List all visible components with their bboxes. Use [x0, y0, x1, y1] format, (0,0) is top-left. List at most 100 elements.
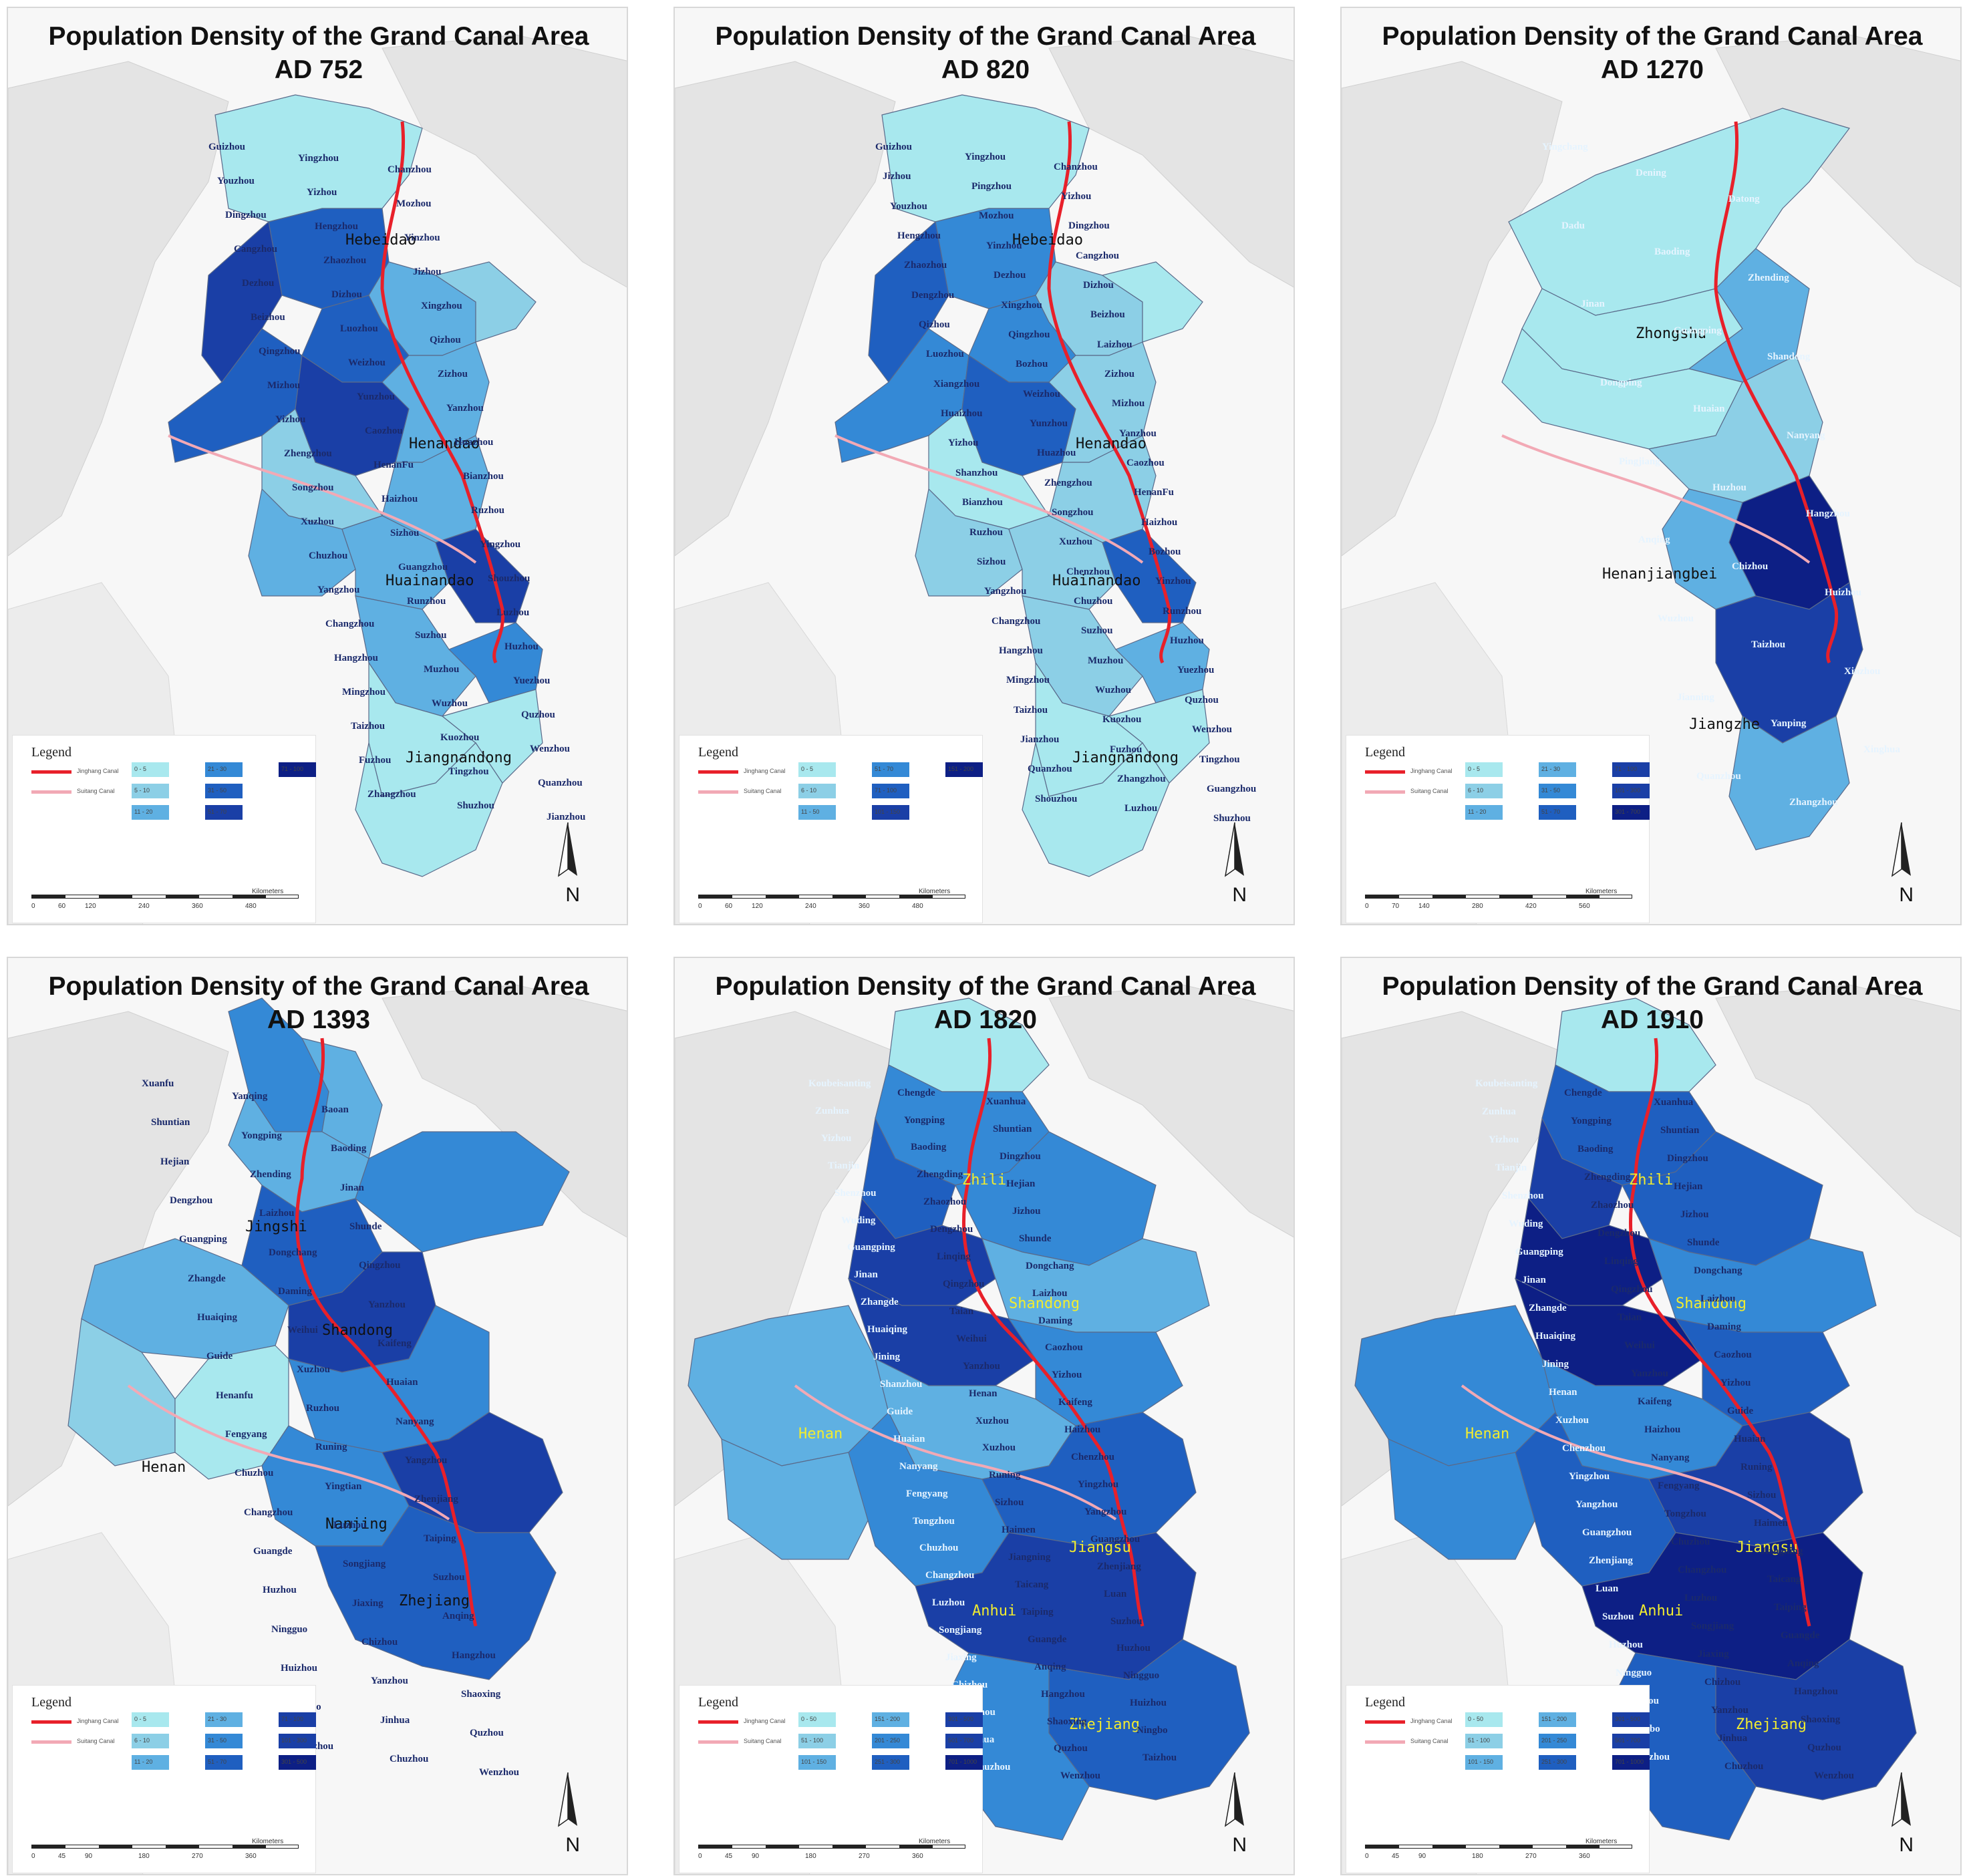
place-label: Shenzhou: [834, 1187, 877, 1199]
legend-class-label: 251 - 300: [875, 1758, 901, 1765]
place-label: Shandong: [1767, 351, 1811, 362]
place-label: Fengyang: [906, 1488, 948, 1499]
place-label: Shouzhou: [1035, 793, 1078, 804]
place-label: Huizhou: [1130, 1698, 1167, 1709]
place-label: Hejian: [1674, 1181, 1703, 1192]
map-panel-2: Population Density of the Grand Canal Ar…: [1340, 7, 1962, 925]
basemap-land: [1048, 34, 1294, 288]
province-label: Nanjing: [325, 1516, 388, 1533]
place-label: Zhengding: [917, 1169, 963, 1181]
place-label: Yangzhou: [405, 1454, 448, 1466]
province-label: Hebeidao: [1012, 232, 1083, 249]
scale-tick-label: 180: [138, 1853, 150, 1860]
map-year: AD 1270: [1601, 55, 1704, 84]
province-label: Jiangnandong: [1072, 750, 1179, 766]
place-label: Cangzhou: [234, 244, 278, 255]
place-label: Wuding: [841, 1215, 876, 1226]
place-label: Qizhou: [919, 319, 950, 331]
place-label: Taiping: [424, 1533, 456, 1544]
place-label: Yizhou: [275, 414, 306, 425]
province-label: Anhui: [972, 1603, 1017, 1619]
place-label: Henan: [969, 1388, 998, 1399]
place-label: Shunde: [1687, 1237, 1720, 1248]
place-label: Yingzhou: [1078, 1479, 1119, 1490]
legend-swatch: [945, 1712, 983, 1727]
province-label: Henan: [798, 1426, 843, 1442]
basemap-land: [1048, 984, 1294, 1238]
legend-swatch: [1612, 1712, 1650, 1727]
place-label: Caozhou: [1045, 1342, 1083, 1354]
legend-line-label: Jinghang Canal: [744, 768, 786, 774]
legend-title: Legend: [31, 1695, 71, 1710]
legend-suitang-line: [698, 790, 738, 794]
place-label: Mingzhou: [342, 687, 386, 697]
place-label: Henan: [1549, 1387, 1577, 1398]
map-title-text: Population Density of the Grand Canal Ar…: [48, 972, 589, 1001]
region-polygon: [434, 261, 537, 343]
region-polygon: [248, 488, 356, 597]
place-label: Taizhou: [1014, 704, 1048, 716]
place-label: Runing: [315, 1442, 347, 1453]
place-label: Shouzhou: [488, 573, 530, 584]
legend-class-label: 71 - 100: [875, 787, 897, 794]
place-label: Xingzhou: [1001, 299, 1042, 311]
scale-unit-label: Kilometers: [252, 1838, 284, 1845]
place-label: Wenzhou: [1192, 724, 1233, 736]
place-label: Guangde: [253, 1546, 293, 1557]
place-label: Yangzhou: [317, 585, 360, 595]
place-label: Changzhou: [325, 619, 375, 629]
place-label: Yingchang: [1542, 142, 1588, 152]
legend-jinghang-line: [698, 1720, 738, 1724]
north-arrow-icon: [1224, 822, 1244, 877]
jinghang-canal-line: [295, 1038, 478, 1627]
scale-bar: [698, 895, 965, 899]
place-label: Tongzhou: [1664, 1509, 1706, 1519]
legend-swatch: [205, 1734, 243, 1748]
scale-unit-label: Kilometers: [1585, 888, 1618, 895]
place-label: Jianzhou: [1020, 734, 1060, 745]
place-label: Mizhou: [267, 380, 301, 391]
legend-swatch: [1465, 1755, 1503, 1770]
legend-class-label: 51 - 100: [801, 1737, 824, 1744]
place-label: Guangzhou: [1582, 1527, 1632, 1538]
legend-jinghang-line: [1365, 770, 1405, 774]
place-label: Tianjin: [1495, 1162, 1527, 1173]
province-label: Zhejiang: [1069, 1716, 1140, 1733]
place-label: Yuezhou: [513, 675, 551, 686]
place-label: Weizhou: [348, 357, 386, 368]
map-title-text: Population Density of the Grand Canal Ar…: [48, 22, 589, 51]
place-label: Zhenjiang: [1097, 1561, 1141, 1572]
place-label: Runing: [1740, 1462, 1773, 1472]
place-label: Suzhou: [433, 1571, 465, 1583]
scale-tick-label: 120: [752, 903, 763, 910]
legend-title: Legend: [31, 745, 71, 760]
place-label: Haimen: [1754, 1518, 1788, 1529]
legend-swatch: [1465, 805, 1503, 820]
place-label: Koubeisanting: [808, 1078, 871, 1089]
place-label: Zhangzhou: [367, 789, 416, 800]
north-label: N: [565, 1834, 580, 1856]
place-label: Dizhou: [331, 289, 362, 300]
scale-bar: [698, 1845, 965, 1849]
province-label: Zhili: [962, 1172, 1007, 1189]
place-label: Dening: [1636, 168, 1666, 179]
legend-box: Legend Jinghang Canal Suitang Canal 0 - 5 6 …: [12, 1685, 316, 1873]
place-label: Shanzhou: [955, 467, 998, 478]
north-arrow-half: [1902, 822, 1911, 876]
place-label: Baoding: [331, 1143, 367, 1154]
place-label: Xinzhou: [1844, 665, 1881, 677]
legend-class-label: 101 - 150: [801, 1758, 827, 1765]
province-label: Henan: [142, 1459, 186, 1476]
place-label: Jizhou: [413, 267, 442, 277]
scale-tick-label: 0: [698, 903, 702, 910]
legend-line-label: Jinghang Canal: [744, 1718, 786, 1724]
scale-tick-label: 480: [245, 903, 257, 910]
region-polygon: [915, 1532, 1197, 1680]
place-label: Baoding: [1577, 1144, 1614, 1154]
place-label: Xinghua: [1863, 744, 1901, 756]
legend-class-label: 0 - 50: [1468, 1716, 1484, 1722]
place-label: Muzhou: [424, 664, 460, 675]
place-label: Yunzhou: [357, 392, 395, 402]
place-label: Taicang: [1767, 1574, 1801, 1585]
place-label: Yanzhou: [368, 1299, 406, 1310]
